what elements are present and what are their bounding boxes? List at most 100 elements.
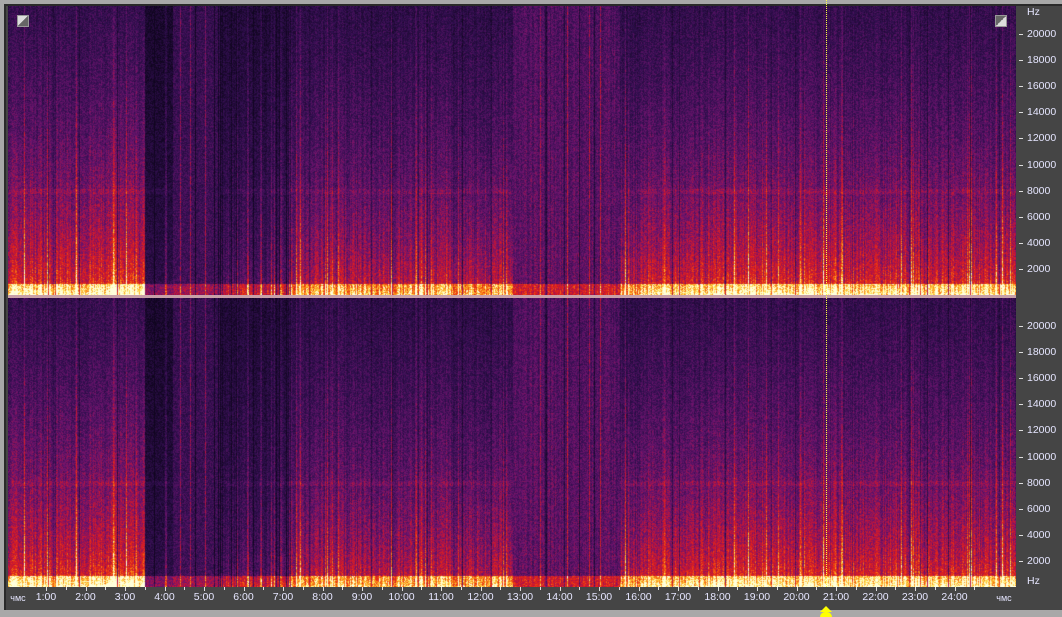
- frequency-tick: [1019, 190, 1023, 192]
- playhead-line: [826, 0, 827, 587]
- time-tick: [678, 587, 679, 591]
- time-unit-label: чмс: [10, 593, 26, 603]
- time-tick-minor: [579, 587, 581, 590]
- time-tick-label: 14:00: [546, 591, 573, 603]
- time-tick: [283, 587, 284, 591]
- spectrogram-channel-left[interactable]: [8, 6, 1016, 295]
- channel-divider: [8, 295, 1016, 298]
- time-tick-label: 4:00: [154, 591, 175, 603]
- time-tick-minor: [421, 587, 423, 590]
- frequency-unit-label: Hz: [1027, 6, 1040, 18]
- frequency-tick-label: 10000: [1027, 450, 1057, 463]
- time-tick-label: 6:00: [233, 591, 254, 603]
- frequency-tick-label: 8000: [1027, 184, 1051, 197]
- time-tick-label: 2:00: [75, 591, 96, 603]
- frequency-ruler-right: Hz 20000 18000 16000 14000 12000 10000 8000 6000…: [1016, 298, 1062, 587]
- time-tick-label: 23:00: [901, 591, 929, 603]
- time-tick-label: 7:00: [272, 591, 294, 603]
- frequency-tick: [1019, 326, 1023, 327]
- frequency-tick-label: 10000: [1027, 158, 1057, 171]
- playhead-handle[interactable]: [820, 612, 832, 617]
- time-tick: [520, 587, 521, 591]
- time-tick-label: 24:00: [941, 591, 968, 603]
- playhead-marker-icon[interactable]: [820, 606, 832, 612]
- time-tick: [796, 587, 798, 591]
- time-tick: [915, 587, 916, 591]
- time-tick-minor: [855, 587, 857, 590]
- frequency-tick-label: 6000: [1027, 502, 1051, 515]
- zoom-corner-right-icon[interactable]: [995, 15, 1007, 27]
- time-tick: [46, 587, 47, 591]
- time-tick-minor: [500, 587, 502, 590]
- time-tick-label: 13:00: [506, 591, 534, 603]
- time-tick-minor: [658, 587, 660, 590]
- frequency-tick-label: 20000: [1027, 28, 1057, 40]
- time-tick-minor: [974, 587, 976, 590]
- frequency-tick: [1019, 268, 1023, 270]
- time-tick-minor: [460, 587, 462, 590]
- time-tick-minor: [618, 587, 620, 590]
- time-tick-label: 10:00: [388, 591, 415, 603]
- frequency-tick-label: 6000: [1027, 210, 1051, 223]
- time-tick: [164, 587, 166, 591]
- frequency-tick-label: 4000: [1027, 236, 1051, 249]
- time-tick: [85, 587, 87, 591]
- frequency-tick: [1019, 430, 1023, 432]
- frequency-tick: [1019, 508, 1023, 510]
- frequency-tick: [1019, 86, 1023, 88]
- time-tick: [362, 587, 363, 591]
- frequency-tick: [1019, 560, 1023, 562]
- frequency-tick-label: 2000: [1027, 262, 1051, 275]
- time-tick: [322, 587, 324, 591]
- frequency-tick: [1019, 378, 1023, 380]
- frequency-unit-label: Hz: [1027, 575, 1040, 587]
- time-tick: [836, 587, 837, 591]
- time-tick: [954, 587, 956, 591]
- frequency-tick-label: 4000: [1027, 528, 1051, 541]
- frequency-tick-label: 12000: [1027, 132, 1057, 145]
- time-tick-minor: [737, 587, 739, 590]
- time-tick: [441, 587, 442, 591]
- time-tick: [599, 587, 600, 591]
- time-tick-minor: [539, 587, 541, 590]
- frequency-tick: [1019, 534, 1023, 536]
- frequency-tick-label: 18000: [1027, 346, 1057, 359]
- frequency-tick: [1019, 242, 1023, 244]
- time-tick: [480, 587, 482, 591]
- time-tick-label: 19:00: [743, 591, 771, 603]
- frequency-tick-label: 14000: [1027, 398, 1057, 411]
- time-tick: [401, 587, 403, 591]
- frequency-tick: [1019, 34, 1023, 35]
- time-tick-label: 12:00: [467, 591, 494, 603]
- time-tick-minor: [342, 587, 344, 590]
- frequency-tick: [1019, 404, 1023, 406]
- time-tick-minor: [144, 587, 146, 590]
- time-tick-minor: [263, 587, 265, 590]
- time-tick-minor: [65, 587, 67, 590]
- frequency-tick-label: 8000: [1027, 476, 1051, 489]
- frequency-tick-label: 20000: [1027, 320, 1057, 332]
- time-tick-minor: [697, 587, 699, 590]
- frequency-tick: [1019, 352, 1023, 354]
- time-tick: [559, 587, 561, 591]
- time-tick-minor: [381, 587, 383, 590]
- time-ruler[interactable]: чмс чмс 1:00 2:00 3:00 4:00 5:00 6:00 7:00 8:00 9:…: [8, 587, 1016, 605]
- frequency-tick-label: 16000: [1027, 372, 1057, 385]
- time-tick-minor: [934, 587, 936, 590]
- frequency-tick: [1019, 138, 1023, 140]
- time-tick: [204, 587, 205, 591]
- zoom-corner-left-icon[interactable]: [17, 15, 29, 27]
- frequency-tick-label: 2000: [1027, 554, 1051, 567]
- time-tick-label: 16:00: [625, 591, 652, 603]
- time-tick-label: 1:00: [35, 591, 57, 603]
- time-tick: [757, 587, 758, 591]
- time-tick: [638, 587, 640, 591]
- time-tick-label: 17:00: [664, 591, 692, 603]
- time-tick-minor: [776, 587, 778, 590]
- time-tick-label: 9:00: [351, 591, 373, 603]
- time-tick-minor: [895, 587, 897, 590]
- spectrogram-channel-right[interactable]: [8, 298, 1016, 587]
- time-tick-minor: [184, 587, 186, 590]
- time-tick-label: 3:00: [114, 591, 136, 603]
- time-tick: [125, 587, 126, 591]
